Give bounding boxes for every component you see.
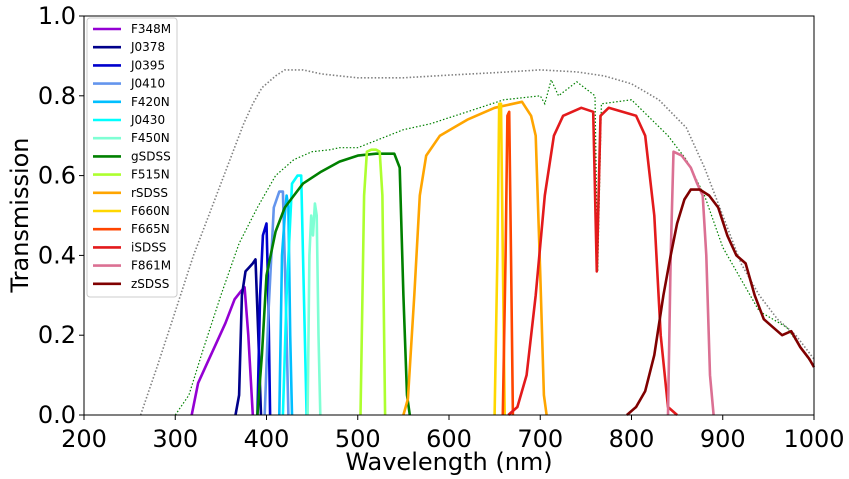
x-axis-label: Wavelength (nm)	[345, 448, 552, 476]
x-tick-label: 800	[609, 425, 655, 453]
plot-background	[84, 16, 814, 415]
legend-label-zsdss: zSDSS	[131, 277, 169, 291]
y-tick-label: 0.6	[38, 162, 76, 190]
series-line-f420n	[278, 194, 294, 416]
series-line-f450n	[306, 202, 322, 416]
x-tick-label: 200	[61, 425, 107, 453]
x-tick-label: 600	[426, 425, 472, 453]
series-line-f665n	[501, 110, 515, 416]
x-tick-label: 300	[152, 425, 198, 453]
y-axis-label: Transmission	[6, 137, 34, 293]
y-tick-label: 0.4	[38, 241, 76, 269]
series-line-isdss	[507, 106, 678, 416]
legend-label-f515n: F515N	[131, 168, 170, 182]
reference-curves	[139, 69, 815, 416]
series-line-j0430	[281, 174, 308, 416]
legend-label-f660n: F660N	[131, 204, 170, 218]
legend-label-f861m: F861M	[131, 259, 171, 273]
series-line-j0378	[234, 258, 263, 416]
y-tick-label: 1.0	[38, 2, 76, 30]
x-tick-label: 1000	[783, 425, 844, 453]
series-line-f515n	[359, 148, 387, 416]
x-tick-label: 900	[700, 425, 746, 453]
legend-box	[86, 17, 178, 298]
x-tick-label: 400	[244, 425, 290, 453]
y-tick-label: 0.8	[38, 82, 76, 110]
reference-curve-1	[139, 69, 815, 416]
x-axis-ticks: 200 300 400 500 600 700 800 900 1000	[61, 415, 845, 453]
legend-label-f665n: F665N	[131, 222, 170, 236]
series-line-gsdss	[256, 152, 412, 416]
legend-label-j0410: J0410	[130, 77, 165, 91]
legend: F348M J0378 J0395 J0410 F420N J0430 F450N gSDSS…	[86, 17, 178, 298]
series-line-f660n	[493, 102, 506, 416]
series-line-f348m	[190, 285, 255, 416]
series-line-rsdss	[402, 100, 548, 416]
legend-label-rsdss: rSDSS	[131, 186, 168, 200]
legend-label-j0378: J0378	[130, 40, 165, 54]
legend-label-j0430: J0430	[130, 113, 165, 127]
legend-label-f450n: F450N	[131, 131, 170, 145]
y-tick-label: 0.2	[38, 321, 76, 349]
x-tick-label: 700	[517, 425, 563, 453]
series-line-f861m	[666, 150, 715, 416]
series-lines	[190, 100, 816, 416]
x-tick-label: 500	[335, 425, 381, 453]
legend-label-f348m: F348M	[131, 22, 171, 36]
legend-label-j0395: J0395	[130, 58, 165, 72]
y-axis-ticks: 0.0 0.2 0.4 0.6 0.8 1.0	[38, 2, 84, 429]
legend-label-isdss: iSDSS	[131, 240, 166, 254]
series-line-zsdss	[626, 188, 816, 416]
legend-label-gsdss: gSDSS	[131, 149, 171, 163]
legend-label-f420n: F420N	[131, 95, 170, 109]
y-tick-label: 0.0	[38, 401, 76, 429]
